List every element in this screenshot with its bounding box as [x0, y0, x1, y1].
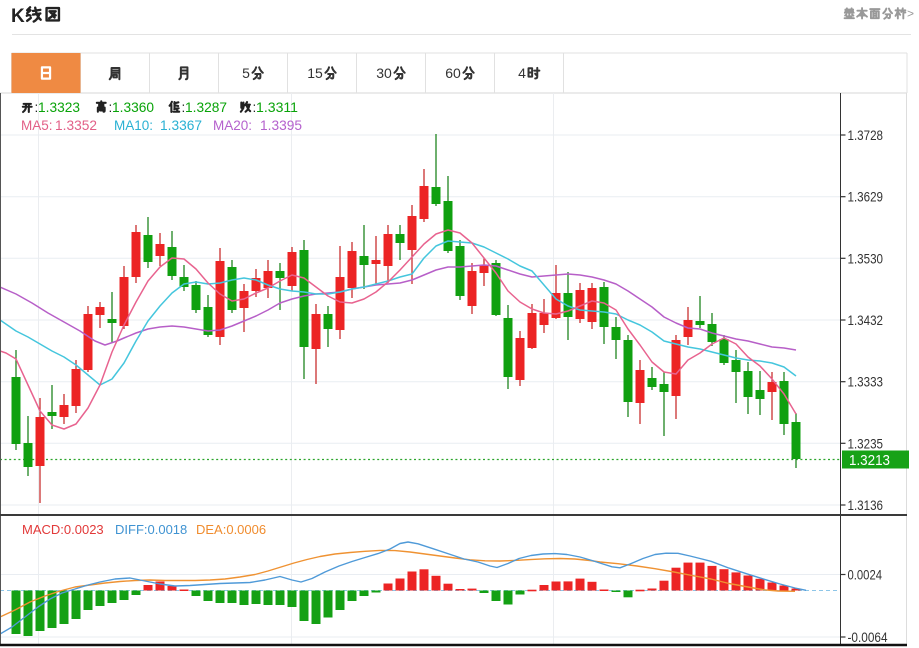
svg-text:1.3323: 1.3323: [38, 99, 80, 115]
svg-text::: :: [35, 100, 39, 115]
svg-text:1.3360: 1.3360: [112, 99, 154, 115]
svg-text:1.3287: 1.3287: [185, 99, 227, 115]
svg-text:1.3136: 1.3136: [848, 497, 884, 513]
svg-text:DEA:0.0006: DEA:0.0006: [196, 522, 266, 537]
svg-text:DIFF:0.0018: DIFF:0.0018: [115, 522, 187, 537]
svg-text::: :: [182, 100, 186, 115]
svg-text::: :: [109, 100, 113, 115]
svg-text:1.3728: 1.3728: [848, 127, 884, 143]
svg-text:1.3352: 1.3352: [55, 117, 97, 133]
svg-text:15: 15: [307, 65, 323, 81]
svg-text:1.3333: 1.3333: [848, 374, 884, 390]
svg-text:MA5:: MA5:: [21, 118, 53, 133]
svg-text:1.3395: 1.3395: [260, 117, 302, 133]
svg-text:MA10:: MA10:: [114, 118, 153, 133]
svg-text:>: >: [907, 7, 914, 21]
svg-text:1.3213: 1.3213: [849, 452, 890, 469]
svg-text:1.3530: 1.3530: [848, 250, 884, 266]
svg-text:1.3629: 1.3629: [848, 189, 884, 205]
svg-text:60: 60: [445, 65, 461, 81]
svg-text:5: 5: [242, 65, 250, 81]
svg-text:MA20:: MA20:: [213, 118, 252, 133]
svg-text:1.3367: 1.3367: [160, 117, 202, 133]
svg-text:4: 4: [518, 65, 526, 81]
svg-text:1.3235: 1.3235: [848, 435, 884, 451]
svg-text:1.3311: 1.3311: [256, 99, 298, 115]
svg-text:0.0024: 0.0024: [848, 567, 883, 583]
svg-text::: :: [253, 100, 257, 115]
svg-text:K: K: [11, 6, 25, 27]
svg-text:MACD:0.0023: MACD:0.0023: [22, 522, 104, 537]
svg-text:-0.0064: -0.0064: [848, 629, 888, 645]
svg-text:1.3432: 1.3432: [848, 312, 884, 328]
svg-text:30: 30: [376, 65, 392, 81]
